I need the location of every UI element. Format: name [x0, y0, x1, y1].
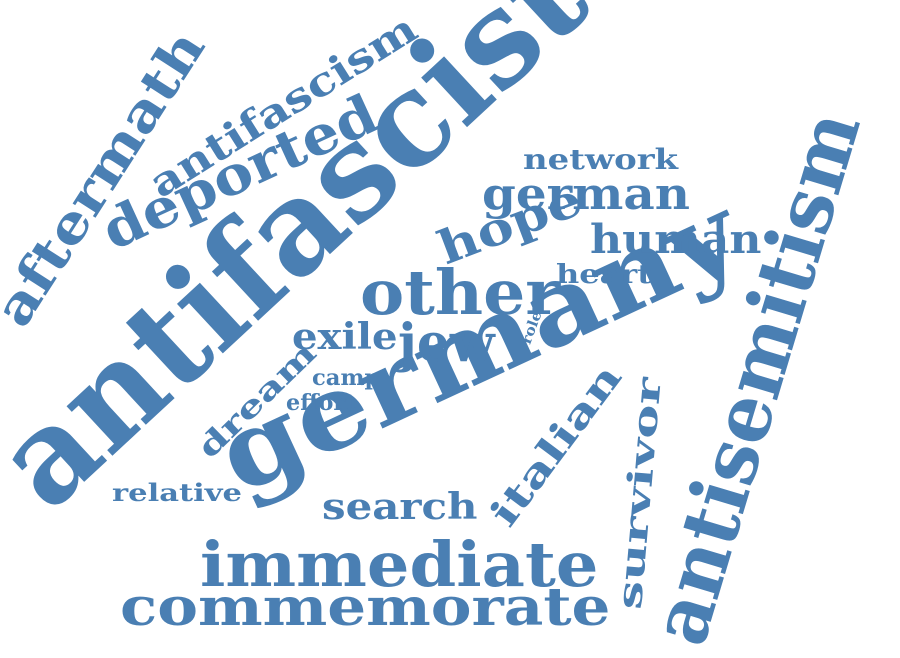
word-network: network	[523, 142, 679, 176]
word-german: german	[482, 168, 690, 220]
word-human: human	[590, 216, 762, 263]
word-effort: effort	[286, 390, 356, 417]
word-heart: heart	[556, 260, 652, 291]
word-search: search	[322, 486, 478, 529]
word-relative: relative	[112, 477, 242, 507]
word-commemorate: commemorate	[120, 577, 611, 639]
word-other: other	[360, 256, 561, 330]
word-jew: jew	[398, 313, 495, 375]
word-exile: exile	[292, 316, 398, 359]
word-camp: camp	[312, 365, 381, 392]
word-immediate: immediate	[200, 528, 599, 602]
